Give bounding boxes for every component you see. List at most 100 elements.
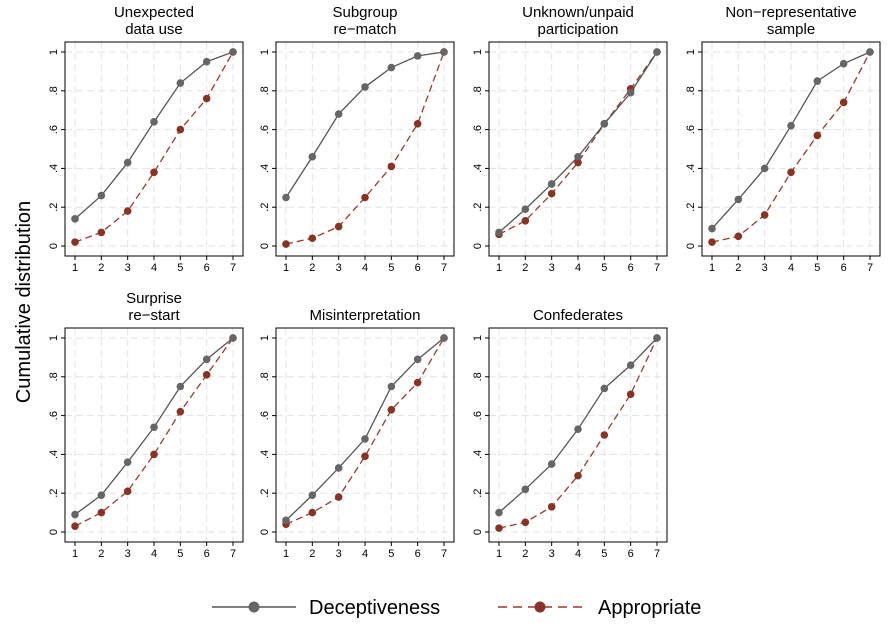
- series-point-deceptiveness: [97, 191, 106, 200]
- series-point-appropriate: [574, 471, 582, 480]
- y-tick-label: 0: [259, 243, 271, 249]
- x-tick-label: 3: [762, 262, 768, 274]
- y-tick-label: .4: [48, 164, 60, 173]
- series-point-deceptiveness: [521, 485, 530, 494]
- x-tick-label: 5: [388, 548, 394, 560]
- panel-title: Unexpected: [114, 4, 194, 21]
- series-point-appropriate: [176, 407, 185, 416]
- y-axis-title: Cumulative distribution: [13, 201, 35, 403]
- series-point-deceptiveness: [282, 516, 290, 525]
- y-tick-label: .2: [48, 489, 60, 498]
- y-tick-label: .6: [259, 411, 271, 420]
- series-point-deceptiveness: [760, 164, 769, 173]
- y-tick-label: .6: [472, 411, 484, 420]
- series-point-deceptiveness: [361, 435, 369, 443]
- x-tick-label: 7: [654, 548, 660, 560]
- series-point-deceptiveness: [71, 215, 79, 223]
- series-point-appropriate: [760, 211, 769, 219]
- series-point-appropriate: [626, 390, 635, 399]
- x-tick-label: 4: [575, 262, 581, 274]
- x-tick-label: 3: [125, 548, 131, 560]
- series-point-appropriate: [387, 162, 396, 171]
- y-tick-label: 1: [472, 335, 484, 341]
- legend: Deceptiveness Appropriate: [212, 597, 701, 619]
- series-point-appropriate: [123, 487, 132, 496]
- panel-title: Confederates: [533, 307, 623, 324]
- panel-6: Misinterpretation 1 2 3 4 5 6 7 0 .2 .4 .6 .8 1: [259, 307, 455, 560]
- series-point-appropriate: [202, 371, 211, 379]
- x-tick-label: 6: [415, 262, 421, 274]
- series-point-deceptiveness: [71, 510, 79, 519]
- x-tick-label: 5: [601, 548, 607, 560]
- series-point-appropriate: [734, 232, 743, 241]
- series-point-appropriate: [334, 493, 343, 501]
- series-point-appropriate: [282, 240, 290, 248]
- series-point-deceptiveness: [334, 110, 343, 118]
- series-point-deceptiveness: [708, 224, 716, 233]
- series-point-deceptiveness: [734, 195, 743, 204]
- series-point-deceptiveness: [308, 152, 317, 161]
- x-tick-label: 4: [362, 262, 368, 274]
- series-point-deceptiveness: [440, 334, 448, 342]
- series-point-deceptiveness: [787, 121, 795, 130]
- y-tick-label: 0: [48, 243, 60, 249]
- panel-title: Surprise: [126, 290, 182, 307]
- series-point-appropriate: [521, 518, 530, 527]
- series-point-deceptiveness: [334, 464, 343, 472]
- panel-title: Misinterpretation: [310, 307, 421, 324]
- x-tick-label: 2: [98, 262, 104, 274]
- panel-title: re−match: [334, 21, 397, 38]
- y-tick-label: .6: [48, 411, 60, 420]
- x-tick-label: 1: [496, 262, 502, 274]
- y-tick-label: .4: [259, 450, 271, 459]
- series-point-deceptiveness: [653, 334, 661, 342]
- x-tick-label: 3: [336, 548, 342, 560]
- panel-title: Subgroup: [332, 4, 397, 21]
- panel-title: re−start: [128, 307, 180, 324]
- x-tick-label: 7: [230, 262, 236, 274]
- y-tick-label: 0: [685, 243, 697, 249]
- x-tick-label: 6: [415, 548, 421, 560]
- x-tick-label: 7: [867, 262, 873, 274]
- series-point-appropriate: [361, 452, 369, 461]
- x-tick-label: 3: [125, 262, 131, 274]
- series-point-deceptiveness: [176, 382, 185, 391]
- series-point-deceptiveness: [626, 361, 635, 369]
- legend-item-deceptiveness: Deceptiveness: [212, 597, 440, 619]
- x-tick-label: 2: [309, 262, 315, 274]
- series-point-deceptiveness: [839, 59, 848, 68]
- series-point-appropriate: [413, 119, 422, 128]
- series-point-deceptiveness: [150, 423, 158, 432]
- series-point-appropriate: [839, 98, 848, 107]
- y-tick-label: .6: [685, 125, 697, 134]
- legend-label-deceptiveness: Deceptiveness: [309, 597, 440, 619]
- x-tick-label: 5: [388, 262, 394, 274]
- legend-label-appropriate: Appropriate: [598, 597, 701, 619]
- series-point-deceptiveness: [150, 118, 158, 126]
- y-tick-label: 1: [685, 49, 697, 55]
- series-point-deceptiveness: [600, 384, 609, 393]
- x-tick-label: 7: [230, 548, 236, 560]
- y-tick-label: .2: [48, 203, 60, 212]
- series-point-appropriate: [413, 378, 422, 387]
- x-tick-label: 6: [628, 548, 634, 560]
- x-tick-label: 4: [151, 548, 157, 560]
- y-tick-label: 1: [259, 335, 271, 341]
- x-tick-label: 3: [336, 262, 342, 274]
- series-point-appropriate: [574, 158, 582, 167]
- series-point-deceptiveness: [547, 180, 556, 188]
- y-tick-label: .8: [472, 86, 484, 95]
- series-point-deceptiveness: [361, 83, 369, 91]
- x-tick-label: 6: [204, 548, 210, 560]
- series-point-deceptiveness: [574, 425, 582, 433]
- y-tick-label: 1: [259, 49, 271, 55]
- x-tick-label: 1: [72, 548, 78, 560]
- y-tick-label: .4: [472, 164, 484, 173]
- series-point-appropriate: [387, 405, 396, 414]
- x-tick-label: 4: [151, 262, 157, 274]
- series-point-deceptiveness: [282, 193, 290, 202]
- series-point-deceptiveness: [626, 88, 635, 97]
- series-point-deceptiveness: [813, 77, 822, 85]
